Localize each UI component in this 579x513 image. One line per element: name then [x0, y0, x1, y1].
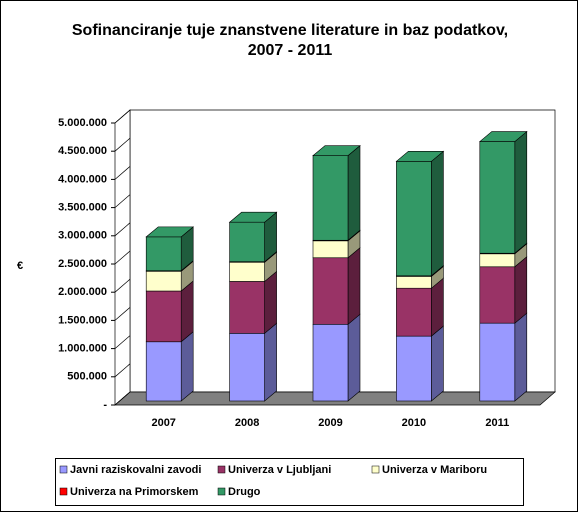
y-tick-label: - — [103, 399, 107, 411]
chart-title: Sofinanciranje tuje znanstvene literatur… — [72, 22, 508, 39]
bar-top — [145, 226, 195, 238]
y-tick-label: 2.500.000 — [58, 258, 107, 270]
y-tick-label: 2.000.000 — [58, 286, 107, 298]
legend-swatch — [59, 487, 68, 496]
legend-swatch — [371, 465, 380, 474]
grid-line — [114, 278, 131, 293]
bar — [312, 155, 349, 241]
legend-label: Drugo — [228, 486, 261, 498]
bar-side — [264, 270, 277, 334]
chart-title: 2007 - 2011 — [248, 42, 333, 59]
bar — [396, 276, 432, 289]
grid-line — [114, 194, 131, 208]
y-axis-label: € — [17, 260, 23, 272]
y-tick-label: 1.500.000 — [58, 314, 107, 326]
bar-top — [478, 131, 528, 142]
y-tick-label: 4.000.000 — [58, 173, 107, 185]
bar — [312, 323, 349, 402]
bar-side — [514, 256, 528, 324]
grid-line — [114, 109, 131, 124]
grid-line — [114, 391, 131, 406]
legend-label: Univerza v Mariboru — [382, 464, 487, 476]
bar — [312, 257, 349, 325]
x-tick-label: 2008 — [235, 417, 259, 429]
bar — [145, 341, 182, 402]
y-tick-label: 500.000 — [67, 371, 107, 383]
x-tick-label: 2007 — [151, 417, 175, 429]
bar — [229, 333, 265, 402]
bar — [145, 270, 182, 292]
bar — [145, 236, 182, 272]
bar-side — [431, 325, 444, 402]
legend-swatch — [217, 465, 226, 474]
bar — [396, 161, 432, 277]
bar — [396, 287, 432, 337]
grid-line — [114, 335, 131, 349]
grid-line — [114, 137, 131, 152]
legend-swatch — [59, 465, 68, 474]
bar — [479, 253, 516, 268]
bar-top — [228, 211, 278, 223]
bar-top — [395, 151, 445, 162]
bar — [312, 240, 349, 259]
bar-side — [431, 150, 444, 277]
bar — [479, 141, 516, 254]
bar — [229, 281, 265, 334]
x-tick-label: 2010 — [402, 417, 426, 429]
bar-side — [180, 331, 194, 402]
bar-side — [347, 313, 361, 402]
y-tick-label: 3.500.000 — [58, 202, 107, 214]
legend — [55, 458, 524, 506]
legend-swatch — [217, 487, 226, 496]
grid-line — [114, 363, 131, 378]
legend-label: Javni raziskovalni zavodi — [70, 464, 201, 476]
bar — [479, 322, 516, 402]
bar-side — [180, 280, 194, 343]
bar-top — [312, 145, 361, 156]
bar — [229, 221, 265, 262]
x-tick-label: 2011 — [485, 417, 509, 429]
y-tick-label: 4.500.000 — [58, 145, 107, 157]
grid-line — [114, 250, 131, 265]
y-tick-label: 3.000.000 — [58, 230, 107, 242]
grid-line — [114, 222, 131, 237]
y-tick-label: 1.000.000 — [58, 343, 107, 355]
bar — [396, 335, 432, 402]
bar — [479, 266, 516, 324]
grid-line — [114, 307, 131, 321]
bar-side — [514, 130, 528, 254]
legend-label: Univerza na Primorskem — [70, 486, 199, 498]
bar — [229, 261, 265, 282]
bar-side — [347, 247, 361, 325]
bar-side — [514, 312, 528, 402]
grid-line — [114, 166, 131, 180]
bar — [145, 290, 182, 343]
legend-label: Univerza v Ljubljani — [228, 464, 331, 476]
bar-side — [264, 322, 277, 402]
y-tick-label: 5.000.000 — [58, 117, 107, 129]
bar-side — [347, 145, 361, 241]
x-tick-label: 2009 — [318, 417, 342, 429]
